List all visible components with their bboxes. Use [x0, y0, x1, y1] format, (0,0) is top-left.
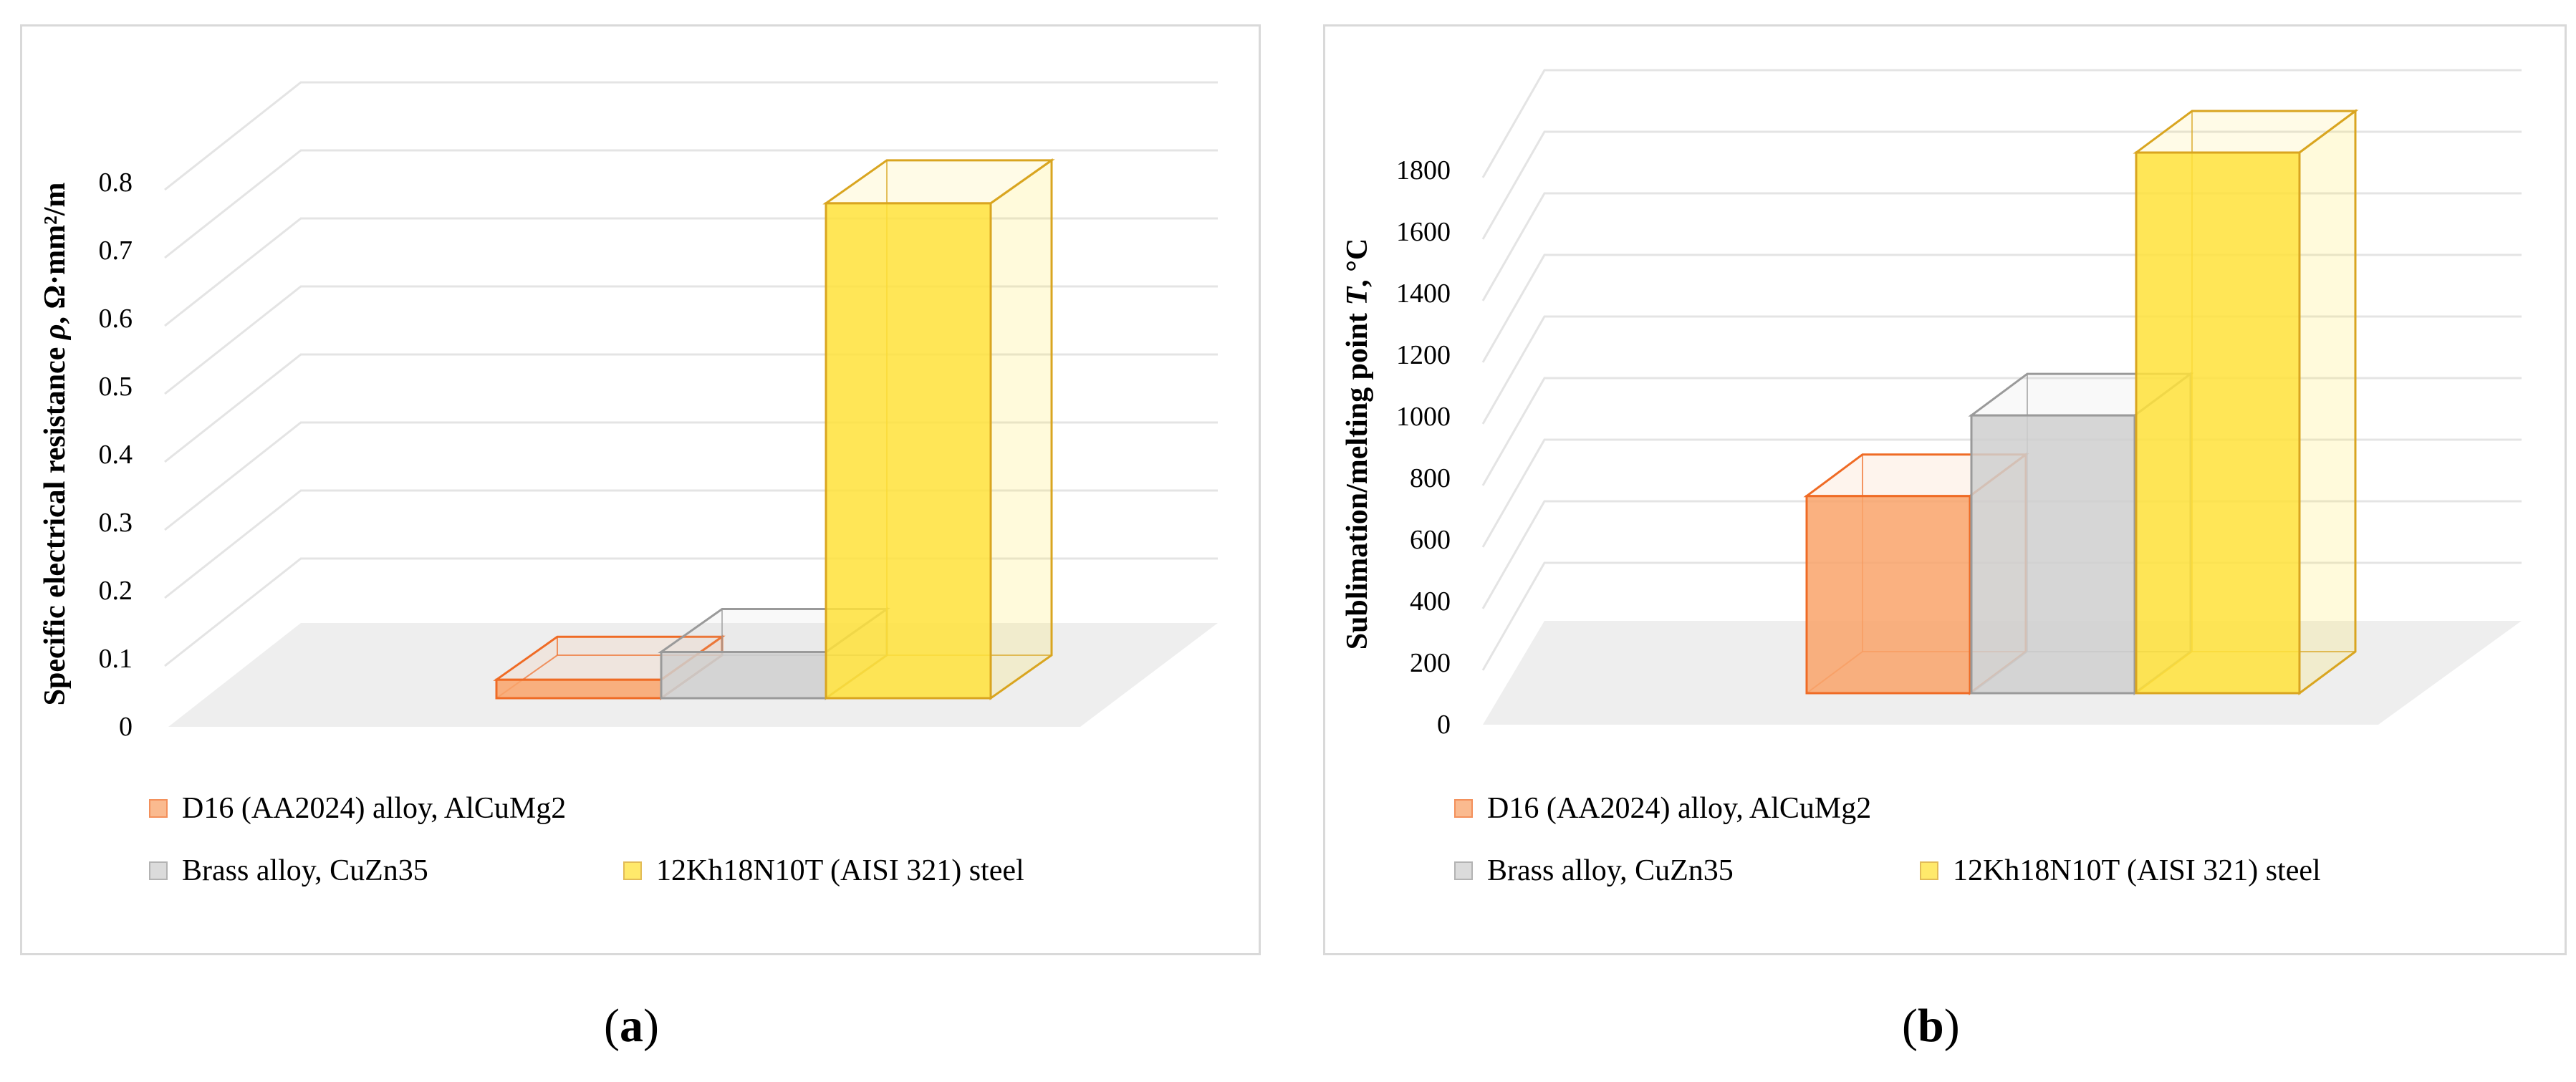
- legend-swatch-brass-b: [1454, 861, 1473, 880]
- legend-item-brass-b: Brass alloy, CuZn35: [1454, 854, 1734, 888]
- legend-item-steel-b: 12Kh18N10T (AISI 321) steel: [1920, 854, 2321, 888]
- gridline-a-5: [164, 285, 1218, 395]
- legend-label-brass-b: Brass alloy, CuZn35: [1487, 854, 1734, 887]
- legend-item-brass-a: Brass alloy, CuZn35: [149, 854, 428, 888]
- gridline-a-3: [164, 421, 1218, 531]
- legend-label-d16-b: D16 (AA2024) alloy, AlCuMg2: [1487, 792, 1872, 825]
- gridline-a-4: [164, 353, 1218, 463]
- legend-swatch-steel-b: [1920, 861, 1938, 880]
- legend-label-steel-b: 12Kh18N10T (AISI 321) steel: [1953, 854, 2321, 887]
- legend-swatch-d16-a: [149, 799, 168, 818]
- legend-item-d16-b: D16 (AA2024) alloy, AlCuMg2: [1454, 791, 1871, 826]
- bar-front-a-2: [825, 202, 992, 700]
- bar-side-a-2: [989, 158, 1053, 700]
- bar-front-a-0: [495, 678, 663, 700]
- gridline-a-8: [164, 81, 1218, 191]
- legend-label-steel-a: 12Kh18N10T (AISI 321) steel: [656, 854, 1024, 887]
- ytick-label-a-1: 0.1: [99, 644, 133, 674]
- bar-a-2: [822, 158, 1055, 700]
- caption-a: (a): [604, 1000, 659, 1052]
- plot-area-a: 0 0.1 0.2 0.3 0.4 0.5 0.6 0.7 0.8 Specific electr…: [39, 81, 1218, 742]
- ytick-label-a-4: 0.4: [99, 440, 133, 470]
- legend-swatch-brass-a: [149, 861, 168, 880]
- legend-label-brass-a: Brass alloy, CuZn35: [182, 854, 428, 887]
- legend-item-d16-a: D16 (AA2024) alloy, AlCuMg2: [149, 791, 566, 826]
- gridline-a-7: [164, 149, 1218, 259]
- legend-label-d16-a: D16 (AA2024) alloy, AlCuMg2: [182, 792, 567, 825]
- legend-swatch-d16-b: [1454, 799, 1473, 818]
- ytick-label-a-5: 0.5: [99, 372, 133, 402]
- gridline-a-6: [164, 217, 1218, 327]
- ytick-label-a-6: 0.6: [99, 304, 133, 334]
- ytick-label-a-7: 0.7: [99, 236, 133, 266]
- ytick-label-a-3: 0.3: [99, 508, 133, 538]
- gridline-a-2: [164, 489, 1218, 599]
- bar-front-a-1: [660, 650, 827, 700]
- ytick-label-a-8: 0.8: [99, 168, 133, 198]
- ytick-label-a-2: 0.2: [99, 576, 133, 606]
- y-axis-label-a: Specific electrical resistance ρ, Ω·mm²/…: [39, 183, 72, 706]
- legend-item-steel-a: 12Kh18N10T (AISI 321) steel: [623, 854, 1024, 888]
- caption-b: (b): [1902, 1000, 1960, 1052]
- ytick-label-a-0: 0: [119, 712, 133, 742]
- legend-swatch-steel-a: [623, 861, 642, 880]
